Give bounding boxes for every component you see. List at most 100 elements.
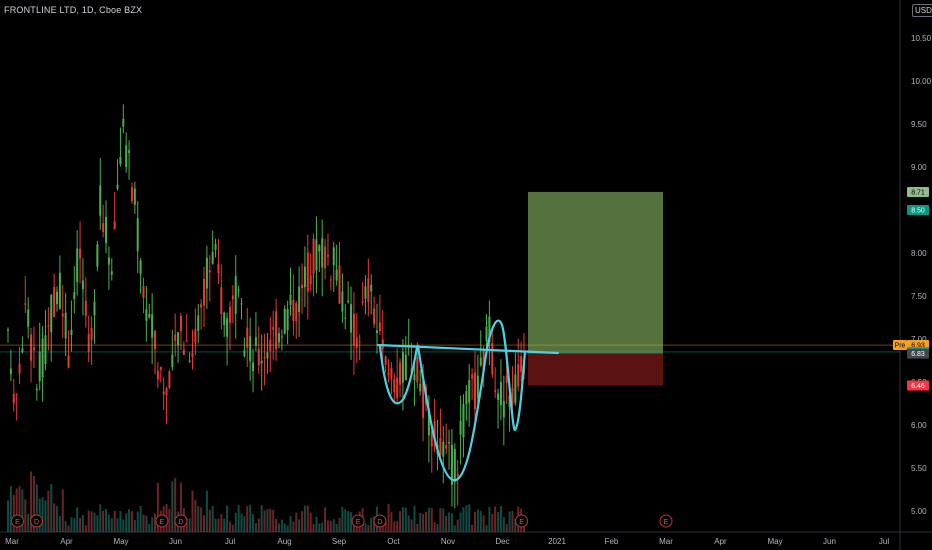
volume-bar	[99, 504, 102, 532]
candle-body	[110, 271, 113, 275]
event-marker-icon[interactable]	[659, 514, 673, 528]
candle-body	[243, 350, 246, 357]
volume-bar	[246, 506, 249, 532]
volume-bar	[145, 515, 148, 532]
volume-bar	[497, 512, 500, 532]
candle-body	[456, 473, 459, 477]
volume-bar	[499, 505, 502, 532]
volume-bar	[448, 512, 451, 532]
volume-bar	[502, 516, 505, 532]
trendline-drawing[interactable]	[376, 319, 560, 482]
candle-body	[50, 294, 53, 333]
volume-bar	[505, 523, 508, 532]
candle-body	[430, 430, 433, 447]
volume-bar	[96, 515, 99, 532]
event-marker-icon[interactable]	[155, 514, 169, 528]
volume-bar	[378, 524, 381, 532]
neckline-drawing[interactable]	[376, 343, 560, 355]
price-axis[interactable]: 10.5010.009.509.008.508.007.507.006.506.…	[911, 34, 932, 516]
candle-body	[318, 245, 321, 252]
event-marker-icon[interactable]	[515, 514, 529, 528]
volume-bar	[200, 507, 203, 532]
price-tag-label: 6.93	[911, 343, 925, 350]
candle-body	[505, 375, 508, 383]
candle-body	[448, 442, 451, 444]
volume-bar	[139, 505, 142, 532]
volume-bar	[433, 522, 436, 532]
x-tick-label: Apr	[714, 537, 727, 546]
volume-bar	[93, 512, 96, 532]
candle-body	[361, 301, 364, 303]
volume-bar	[404, 507, 407, 532]
volume-bar	[203, 515, 206, 532]
volume-bar	[445, 515, 448, 532]
volume-bar	[401, 506, 404, 532]
candle-body	[479, 357, 482, 366]
cup-handle-drawing[interactable]	[416, 319, 527, 482]
volume-bar	[15, 488, 18, 532]
x-tick-label: Nov	[441, 537, 455, 546]
candle-body	[217, 263, 220, 273]
time-axis[interactable]: Mar Apr May Jun Jul Aug Sep Oct Nov Dec 2021 Feb Mar…	[5, 537, 889, 546]
volume-bar	[12, 494, 15, 532]
event-marker-label: E	[664, 519, 669, 526]
volume-bar	[56, 506, 59, 532]
candle-body	[200, 304, 203, 308]
event-marker-label: E	[519, 519, 524, 526]
candle-body	[292, 300, 295, 322]
candle-body	[113, 221, 116, 230]
volume-bar	[47, 490, 50, 532]
candle-body	[439, 437, 442, 456]
candle-body	[133, 188, 136, 205]
candle-body	[102, 223, 105, 232]
candle-body	[352, 313, 355, 346]
candle-body	[136, 218, 139, 251]
y-tick-label: 5.50	[911, 464, 927, 473]
candle-body	[32, 347, 35, 351]
candle-body	[228, 306, 231, 323]
event-marker-icon[interactable]	[30, 514, 44, 528]
currency-label[interactable]: USD	[912, 4, 932, 17]
volume-bar	[50, 484, 53, 532]
target-zone[interactable]	[528, 191, 663, 354]
volume-bar	[260, 505, 263, 532]
y-tick-label: 10.50	[911, 34, 932, 43]
candle-body	[67, 355, 70, 368]
candle-body	[473, 372, 476, 410]
candle-body	[378, 322, 381, 332]
candle-body	[151, 314, 154, 338]
candle-body	[324, 246, 327, 268]
stop-zone[interactable]	[528, 353, 663, 386]
candle-body	[364, 286, 367, 299]
volume-bar	[390, 512, 393, 532]
candle-body	[344, 317, 347, 319]
candle-body	[341, 291, 344, 312]
candle-body	[468, 380, 471, 403]
volume-bar	[485, 525, 488, 532]
event-marker-icon[interactable]	[373, 514, 387, 528]
volume-bar	[7, 500, 9, 532]
volume-bar	[416, 523, 419, 532]
candle-body	[476, 375, 479, 399]
volume-bar	[205, 490, 208, 532]
candle-body	[70, 329, 73, 335]
long-position-tool[interactable]	[528, 191, 663, 386]
candle-body	[508, 395, 511, 407]
candle-body	[298, 286, 301, 313]
left-shoulder-drawing[interactable]	[378, 344, 419, 405]
volume-bar	[79, 517, 82, 532]
volume-bar	[301, 511, 304, 532]
event-marker-icon[interactable]	[174, 514, 188, 528]
volume-bar	[237, 505, 240, 532]
candle-body	[182, 349, 185, 355]
candle-body	[266, 352, 269, 359]
volume-bar	[373, 516, 376, 532]
volume-bar	[197, 506, 200, 532]
candle-body	[462, 403, 465, 438]
volume-bar	[44, 500, 47, 532]
event-marker-icon[interactable]	[10, 514, 24, 528]
event-marker-icon[interactable]	[351, 514, 365, 528]
volume-bar	[90, 511, 93, 532]
